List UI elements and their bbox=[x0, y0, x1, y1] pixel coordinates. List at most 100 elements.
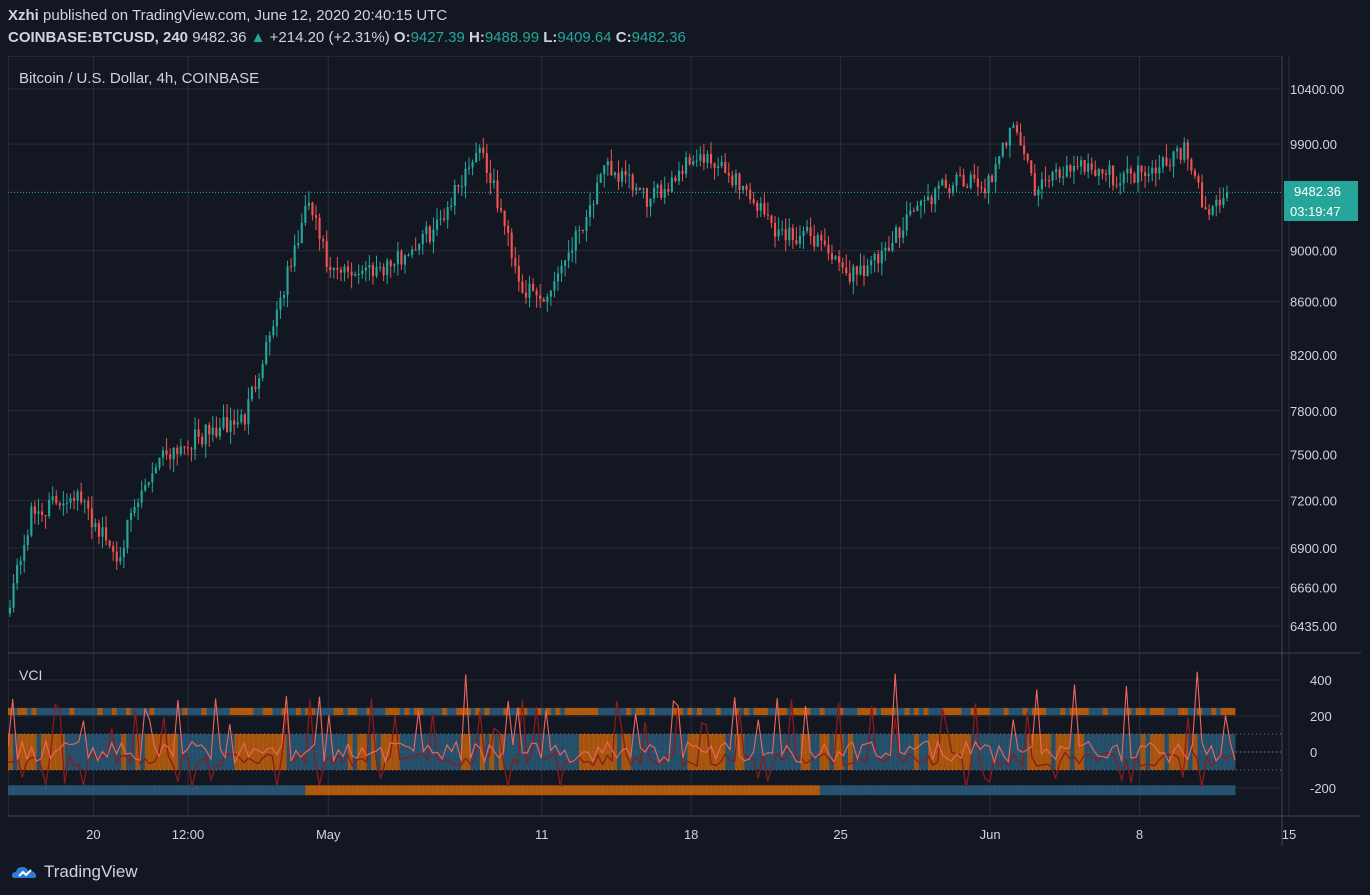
candle-body bbox=[613, 172, 616, 176]
candle-body bbox=[827, 244, 830, 254]
vci-bottom-band-segment bbox=[1225, 785, 1231, 796]
candle-body bbox=[51, 496, 54, 500]
vci-top-band-segment bbox=[961, 707, 967, 716]
vci-mid-band-segment bbox=[942, 734, 948, 770]
price-tick-label: 7800.00 bbox=[1290, 404, 1337, 419]
vci-top-band-segment bbox=[1060, 707, 1066, 716]
candle-body bbox=[314, 215, 318, 218]
vci-bottom-band-segment bbox=[116, 785, 122, 796]
vci-top-band-segment bbox=[140, 707, 146, 716]
candle-body bbox=[606, 161, 609, 166]
last-price-badge: 9482.36 bbox=[1294, 184, 1341, 199]
vci-bottom-band-segment bbox=[1126, 785, 1132, 796]
candle-body bbox=[1136, 165, 1140, 183]
candle-body bbox=[460, 186, 463, 188]
vci-top-band-segment bbox=[192, 707, 198, 716]
vci-mid-band-segment bbox=[527, 734, 533, 770]
candle-body bbox=[1215, 199, 1218, 207]
vci-mid-band-segment bbox=[1022, 734, 1028, 770]
candle-body bbox=[912, 210, 915, 212]
vci-top-band-segment bbox=[446, 707, 453, 716]
candle-body bbox=[97, 523, 101, 537]
candle-body bbox=[1151, 167, 1154, 174]
candle-body bbox=[976, 178, 979, 187]
vci-bottom-band-segment bbox=[144, 785, 151, 796]
candle-body bbox=[389, 260, 392, 267]
candle-body bbox=[247, 399, 250, 425]
vci-top-band-segment bbox=[1220, 707, 1227, 716]
candle-body bbox=[699, 154, 702, 161]
vci-mid-band-segment bbox=[881, 734, 887, 770]
vci-top-band-segment bbox=[432, 707, 438, 716]
last-price: 9482.36 bbox=[192, 29, 247, 46]
vci-bottom-band-segment bbox=[560, 785, 566, 796]
candle-body bbox=[866, 265, 869, 277]
candle-body bbox=[1133, 173, 1136, 183]
candle-body bbox=[926, 196, 930, 200]
vci-bottom-band-segment bbox=[819, 785, 825, 796]
high-label: H: bbox=[468, 29, 485, 46]
author-name[interactable]: Xzhi bbox=[8, 7, 39, 24]
vci-bottom-band-segment bbox=[1074, 785, 1080, 796]
candle-body bbox=[48, 499, 51, 517]
vci-bottom-band-segment bbox=[234, 785, 240, 796]
vci-tick-label: 200 bbox=[1310, 709, 1332, 724]
vci-mid-band-segment bbox=[791, 734, 797, 770]
vci-bottom-band-segment bbox=[564, 785, 571, 796]
vci-top-band-segment bbox=[1107, 707, 1113, 716]
vci-bottom-band-segment bbox=[262, 785, 269, 796]
vci-bottom-band-segment bbox=[1112, 785, 1118, 796]
candle-body bbox=[208, 424, 211, 435]
vci-mid-band-segment bbox=[92, 734, 99, 770]
vci-bottom-band-segment bbox=[531, 785, 538, 796]
vci-top-band-segment bbox=[748, 707, 755, 716]
vci-bottom-band-segment bbox=[343, 785, 349, 796]
symbol-label[interactable]: COINBASE:BTCUSD, 240 bbox=[8, 29, 189, 46]
vci-top-band-segment bbox=[1230, 707, 1236, 716]
vci-top-band-segment bbox=[956, 707, 962, 716]
vci-series bbox=[7, 671, 1236, 788]
candle-body bbox=[482, 147, 485, 154]
candle-body bbox=[133, 506, 136, 513]
candle-body bbox=[375, 266, 378, 277]
vci-mid-band-segment bbox=[1093, 734, 1099, 770]
candle-body bbox=[485, 153, 488, 173]
candle-body bbox=[282, 295, 286, 298]
candle-body bbox=[101, 527, 104, 537]
vci-top-band-segment bbox=[687, 707, 693, 716]
vci-bottom-band-segment bbox=[371, 785, 377, 796]
vci-mid-band-segment bbox=[446, 734, 453, 770]
candle-body bbox=[1104, 173, 1108, 175]
candle-body bbox=[830, 253, 834, 260]
vci-bottom-band-segment bbox=[498, 785, 504, 796]
vci-bottom-band-segment bbox=[50, 785, 56, 796]
candle-body bbox=[1129, 168, 1132, 174]
candle-body bbox=[652, 188, 656, 199]
candle-body bbox=[510, 232, 513, 259]
vci-top-band-segment bbox=[470, 707, 476, 716]
vci-top-band-segment bbox=[682, 707, 689, 716]
candle-body bbox=[745, 185, 748, 190]
vci-mid-band-segment bbox=[206, 734, 212, 770]
candle-body bbox=[8, 607, 12, 614]
candle-body bbox=[617, 172, 620, 182]
candle-body bbox=[720, 162, 723, 167]
candle-body bbox=[1069, 165, 1072, 172]
tradingview-brand[interactable]: TradingView bbox=[44, 862, 138, 881]
candle-body bbox=[186, 447, 189, 449]
chart-frame[interactable]: 10400.00 9900.00 9000.00 8600.00 8200.00 7800… bbox=[7, 55, 1361, 846]
candle-body bbox=[368, 265, 371, 268]
candle-body bbox=[144, 484, 147, 491]
vci-top-band-segment bbox=[276, 707, 283, 716]
candle-body bbox=[258, 378, 261, 389]
vci-bottom-band-segment bbox=[772, 785, 778, 796]
chart-canvas[interactable]: 10400.00 9900.00 9000.00 8600.00 8200.00 7800… bbox=[7, 55, 1361, 846]
vci-mid-band-segment bbox=[564, 734, 571, 770]
candle-body bbox=[738, 173, 741, 190]
vci-bottom-band-segment bbox=[555, 785, 561, 796]
vci-bottom-band-segment bbox=[376, 785, 382, 796]
vci-top-band-segment bbox=[560, 707, 566, 716]
candle-body bbox=[994, 164, 997, 182]
candle-body bbox=[464, 168, 467, 187]
candle-body bbox=[432, 229, 435, 242]
